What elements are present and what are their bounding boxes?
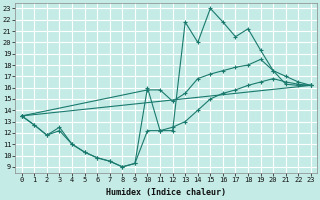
X-axis label: Humidex (Indice chaleur): Humidex (Indice chaleur) — [106, 188, 226, 197]
